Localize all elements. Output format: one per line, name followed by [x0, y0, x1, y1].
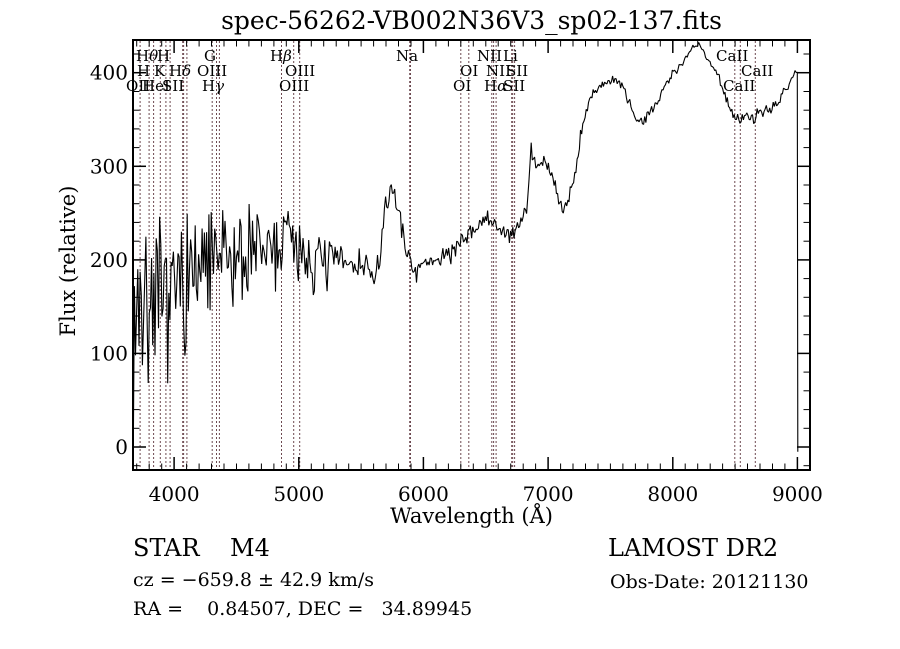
- x-tick-label: 9000: [772, 482, 823, 506]
- y-tick-label: 100: [90, 341, 128, 365]
- spectral-line-label: G: [204, 47, 216, 65]
- spectral-line-label: CaII: [716, 47, 748, 65]
- spectral-line-label: SII: [503, 77, 525, 95]
- spectral-line-label: Hγ: [202, 77, 224, 95]
- spectral-line-label: NII: [477, 47, 502, 65]
- spectral-line-label: SII: [506, 62, 528, 80]
- y-tick-label: 400: [90, 61, 128, 85]
- spectral-line-label: Hα: [484, 77, 507, 95]
- x-tick-label: 8000: [647, 482, 698, 506]
- spectral-line-label: OI: [460, 62, 478, 80]
- x-tick-label: 7000: [523, 482, 574, 506]
- spectral-line-label: OI: [453, 77, 471, 95]
- spectral-line-label: H: [157, 47, 170, 65]
- spectral-line-label: OII: [126, 77, 150, 95]
- spectral-line-label: OIII: [197, 62, 227, 80]
- spectral-line-label: Hβ: [270, 47, 292, 65]
- x-tick-label: 5000: [273, 482, 324, 506]
- spectral-line-label: OIII: [285, 62, 315, 80]
- spectral-line-label: CaII: [741, 62, 773, 80]
- spectrum-curve: [132, 42, 799, 466]
- spectral-line-label: Li: [503, 47, 518, 65]
- x-axis-label: Wavelength (Å): [390, 504, 553, 528]
- spectral-line-label: Na: [396, 47, 418, 65]
- spectral-line-label: K: [154, 62, 166, 80]
- plot-frame: [132, 39, 811, 471]
- radec-text: RA = 0.84507, DEC = 34.89945: [133, 598, 473, 620]
- spectral-line-label: Hδ: [169, 62, 191, 80]
- spectral-line-label: NII: [486, 62, 511, 80]
- survey-text: LAMOST DR2: [608, 534, 779, 562]
- spectral-line-label: OIII: [279, 77, 309, 95]
- star-class-text: STAR M4: [133, 534, 270, 562]
- spectral-line-label: HeI: [142, 77, 170, 95]
- spectral-line-label: SII: [162, 77, 184, 95]
- y-tick-label: 300: [90, 154, 128, 178]
- x-tick-label: 6000: [398, 482, 449, 506]
- spectral-line-label: CaII: [723, 77, 755, 95]
- cz-text: cz = −659.8 ± 42.9 km/s: [133, 569, 374, 591]
- obs-date-text: Obs-Date: 20121130: [610, 571, 809, 593]
- plot-title: spec-56262-VB002N36V3_sp02-137.fits: [221, 6, 722, 35]
- y-tick-label: 200: [90, 248, 128, 272]
- y-tick-label: 0: [115, 435, 128, 459]
- spectral-line-label: Hθ: [136, 47, 158, 65]
- x-tick-label: 4000: [149, 482, 200, 506]
- spectral-line-label: H: [137, 62, 150, 80]
